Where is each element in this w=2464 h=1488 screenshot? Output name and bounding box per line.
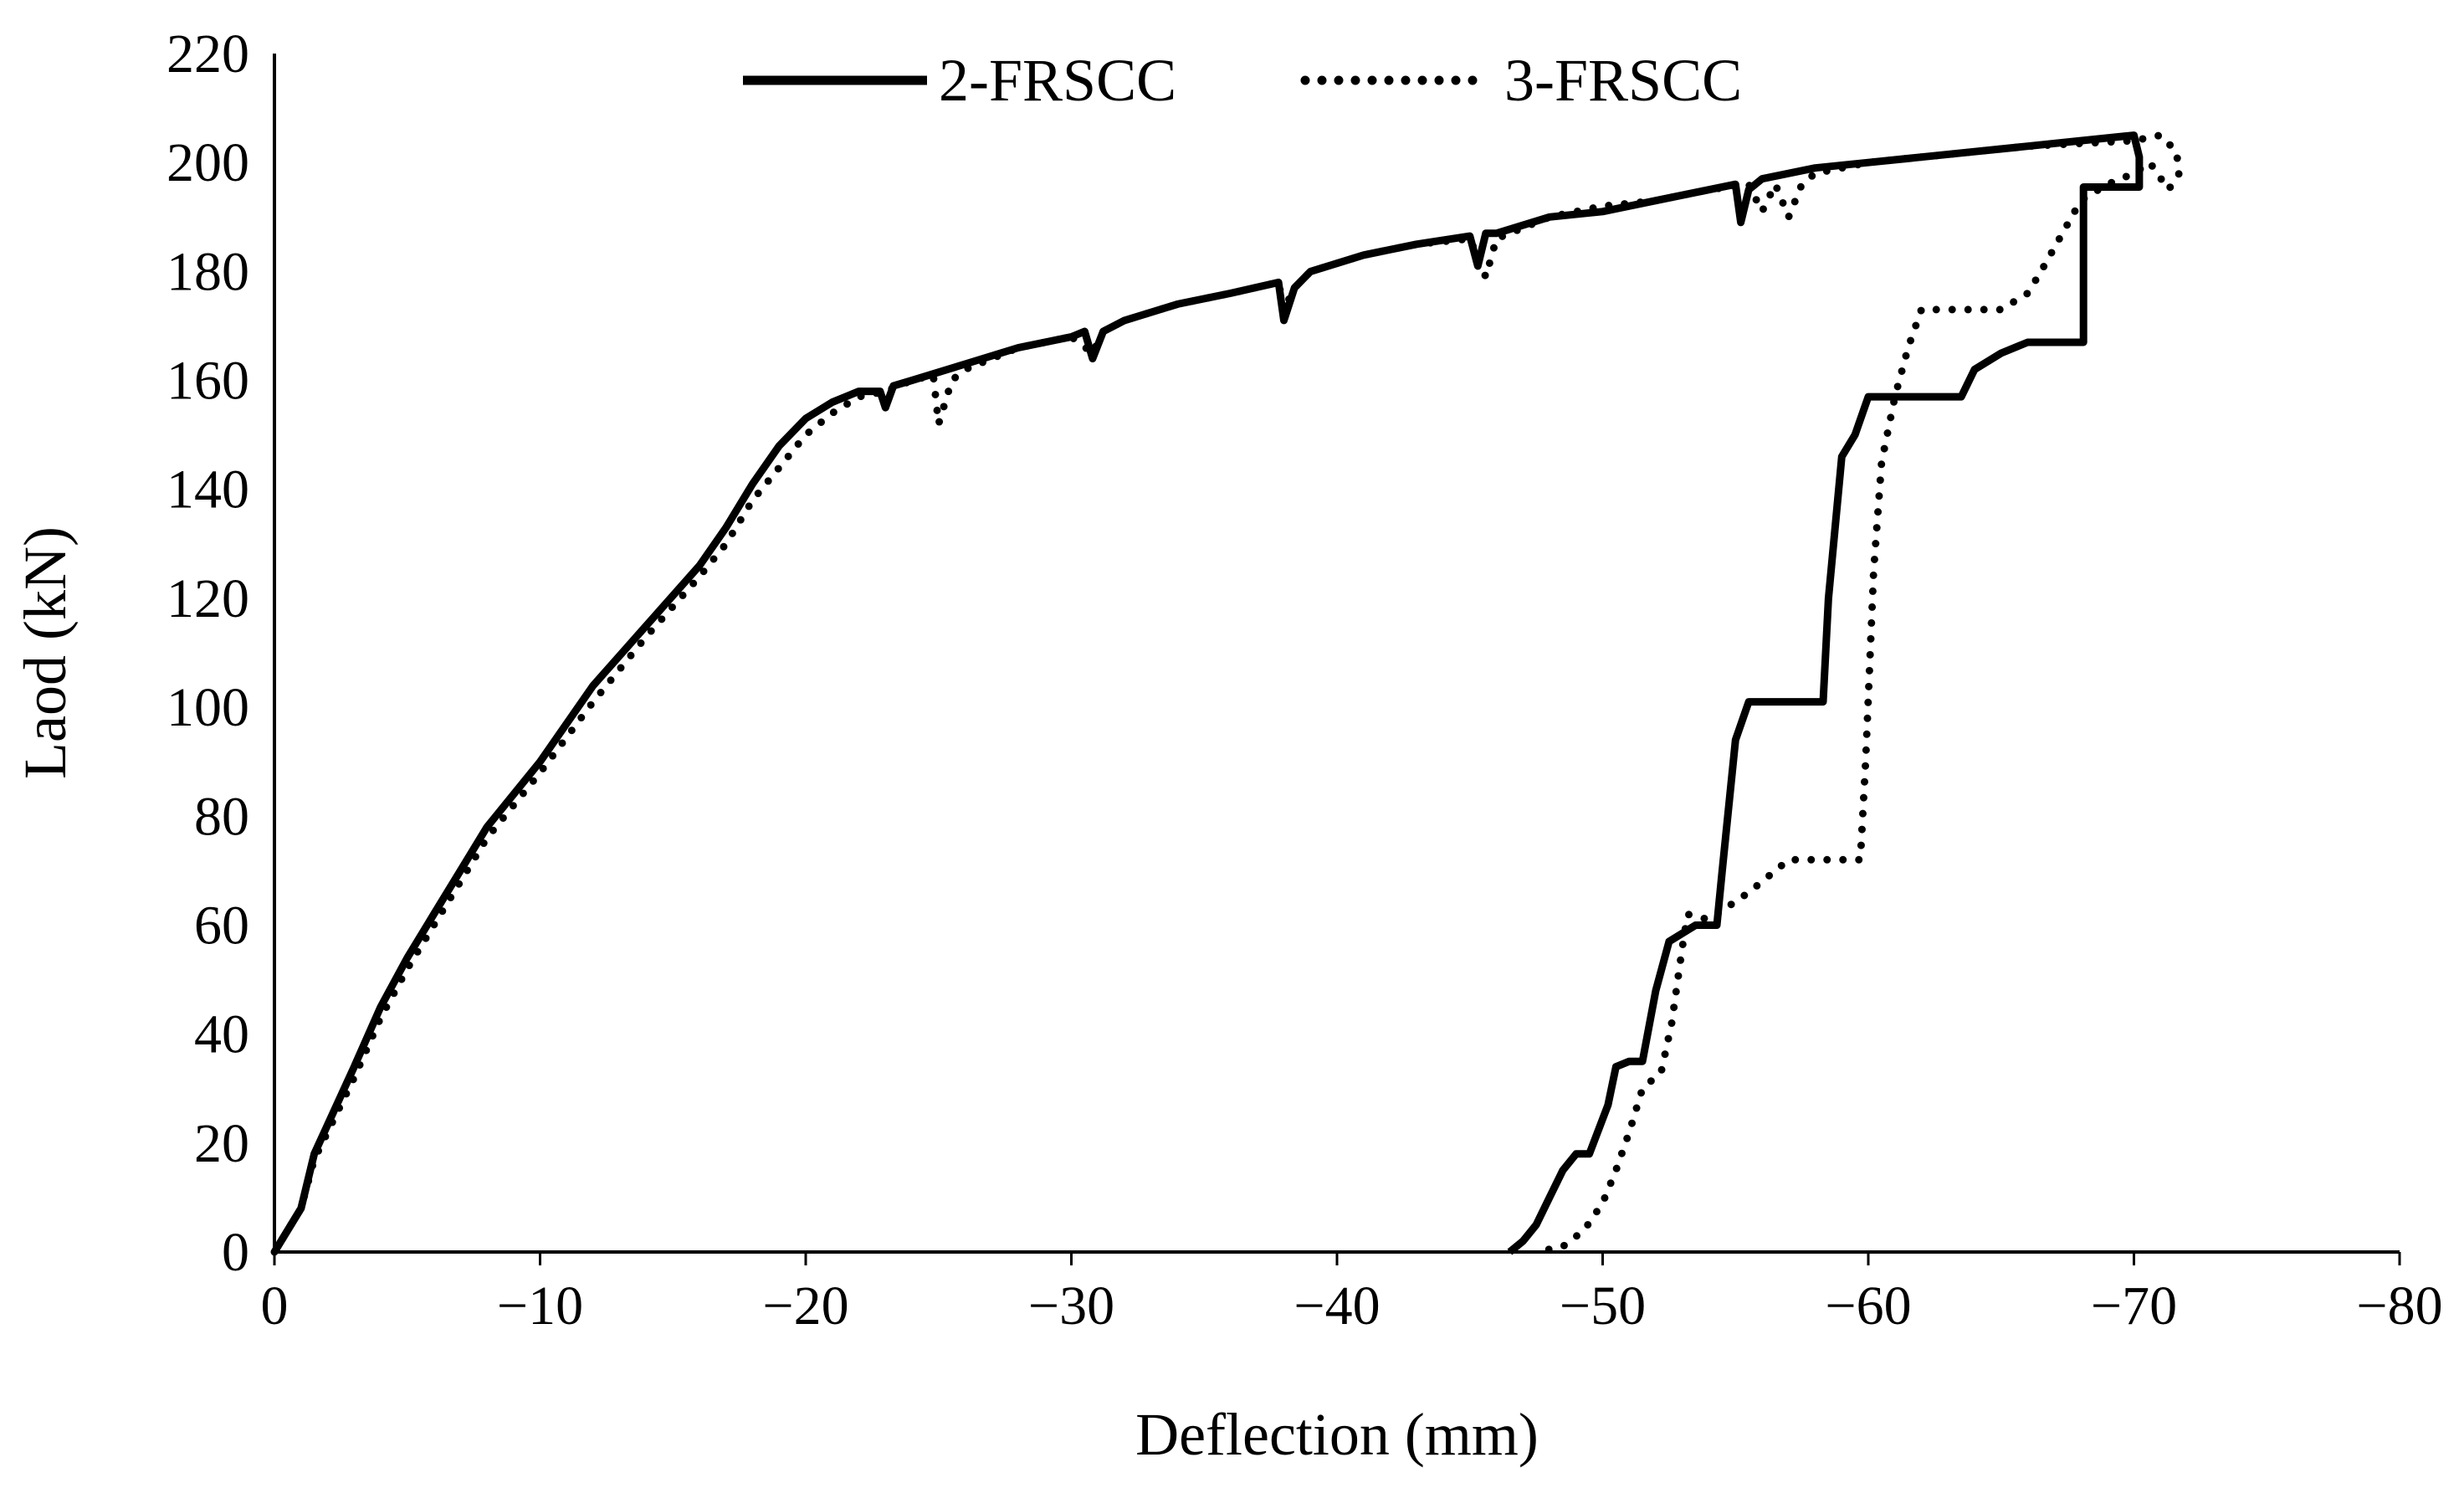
x-axis-title: Deflection (mm) [1135, 1401, 1539, 1468]
x-tick-label: −60 [1825, 1275, 1911, 1337]
y-tick-label: 160 [166, 351, 249, 412]
y-tick-label: 100 [166, 677, 249, 738]
x-tick-label: −80 [2356, 1275, 2442, 1337]
y-tick-label: 60 [194, 895, 249, 956]
y-tick-label: 40 [194, 1004, 249, 1065]
y-tick-label: 140 [166, 459, 249, 521]
legend-label-2-frscc: 2-FRSCC [939, 47, 1176, 114]
x-tick-label: −40 [1293, 1275, 1380, 1337]
y-tick-label: 180 [166, 241, 249, 302]
legend: 2-FRSCC 3-FRSCC [743, 47, 1742, 114]
x-tick-label: 0 [261, 1275, 289, 1337]
series-line-2-frscc [271, 131, 2144, 1255]
chart-series [270, 131, 2183, 1256]
series-line-3-frscc [270, 131, 2183, 1256]
x-tick-label: −70 [2091, 1275, 2177, 1337]
y-tick-label: 120 [166, 568, 249, 629]
y-axis-title: Laod (kN) [12, 526, 79, 779]
x-tick-label: −50 [1560, 1275, 1646, 1337]
x-tick-label: −10 [497, 1275, 583, 1337]
y-tick-label: 200 [166, 132, 249, 193]
y-tick-label: 220 [166, 23, 249, 85]
x-tick-label: −20 [762, 1275, 848, 1337]
y-tick-label: 20 [194, 1113, 249, 1174]
y-tick-label: 80 [194, 786, 249, 847]
legend-label-3-frscc: 3-FRSCC [1504, 47, 1742, 114]
y-tick-label: 0 [222, 1222, 249, 1283]
x-tick-label: −30 [1028, 1275, 1114, 1337]
chart-ticks: 0 −10 −20 −30 −40 −50 −60 −70 −80 0 20 40 60 80 100 120… [166, 23, 2443, 1337]
